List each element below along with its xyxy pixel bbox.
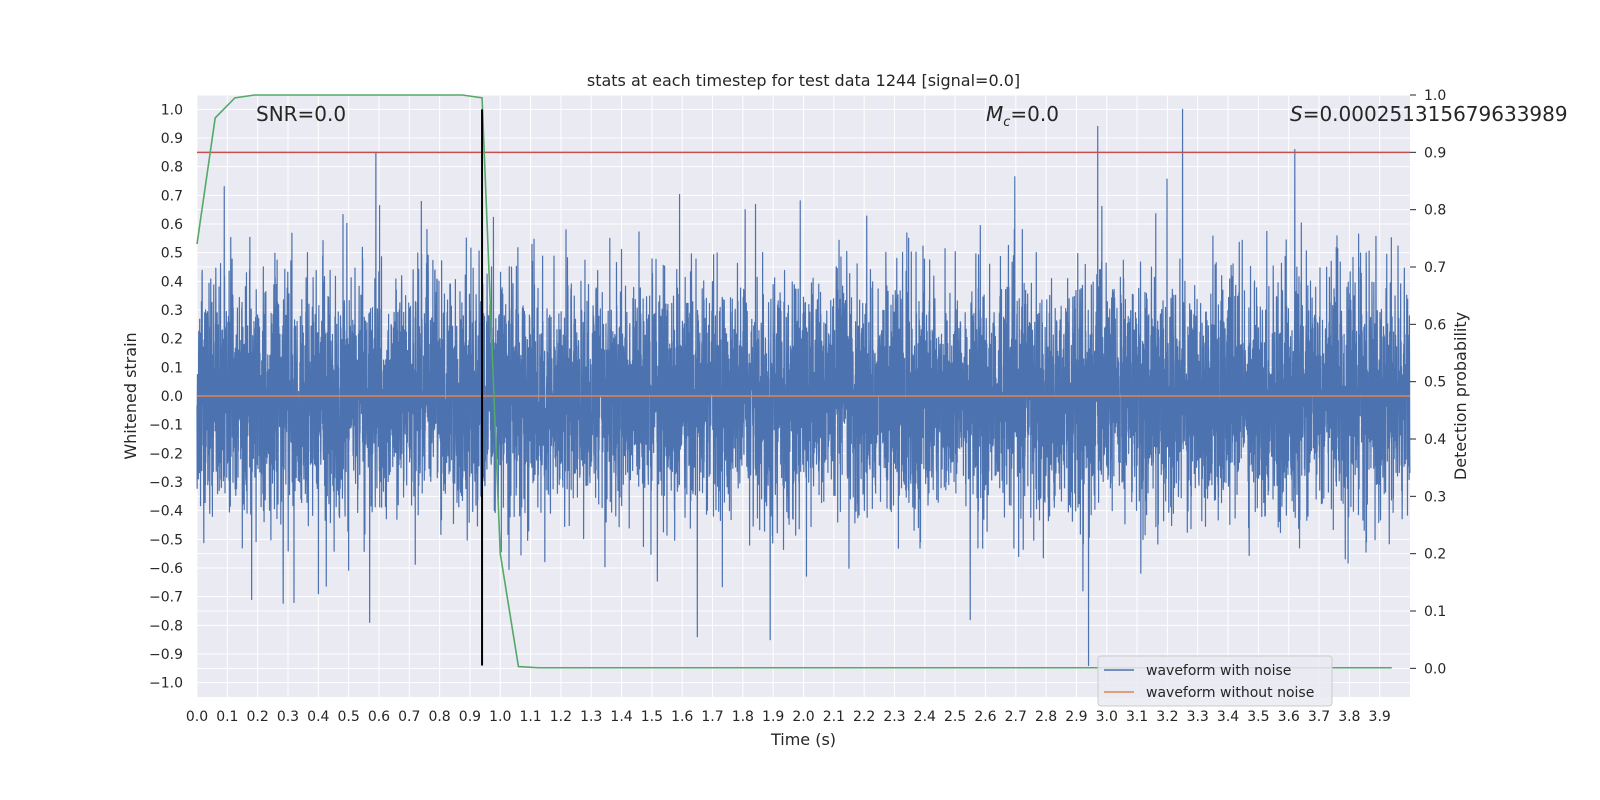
y2-tick-label: 0.3 [1424,489,1446,505]
x-tick-label: 0.8 [428,709,450,725]
y2-tick-label: 0.0 [1424,661,1446,677]
x-tick-label: 3.9 [1369,709,1391,725]
x-tick-label: 3.8 [1338,709,1360,725]
x-tick-label: 2.9 [1065,709,1087,725]
y2-tick-label: 0.8 [1424,203,1446,219]
x-tick-label: 3.1 [1126,709,1148,725]
y2-tick-label: 0.2 [1424,547,1446,563]
x-tick-label: 1.1 [519,709,541,725]
y-tick-label: 0.3 [161,303,183,319]
x-tick-label: 2.3 [883,709,905,725]
x-tick-label: 2.4 [914,709,936,725]
y-tick-label: 0.0 [161,389,183,405]
s-value: =0.000251315679633989 [1303,102,1568,126]
x-tick-label: 2.8 [1035,709,1057,725]
legend-label-without-noise: waveform without noise [1146,685,1314,701]
x-tick-label: 2.1 [823,709,845,725]
y-tick-label: −0.4 [149,504,183,520]
x-tick-label: 2.2 [853,709,875,725]
x-tick-label: 3.6 [1278,709,1300,725]
x-axis-label: Time (s) [770,730,836,749]
x-tick-label: 1.4 [610,709,632,725]
y-tick-label: 1.0 [161,102,183,118]
y-tick-labels: 1.0 0.9 0.8 0.7 0.6 0.5 0.4 0.3 0.2 0.1 0.0 −0.1 −0.… [149,102,183,691]
legend-box [1097,655,1333,707]
x-tick-label: 2.6 [974,709,996,725]
y2-tick-label: 0.4 [1424,432,1446,448]
x-tick-label: 1.0 [489,709,511,725]
y2-tick-label: 0.6 [1424,317,1446,333]
x-tick-label: 3.3 [1187,709,1209,725]
y-tick-label: −0.9 [149,647,183,663]
x-tick-label: 0.1 [216,709,238,725]
y-tick-label: 0.7 [161,188,183,204]
y2-tick-label: 0.1 [1424,604,1446,620]
y2-tick-label: 1.0 [1424,88,1446,104]
y2-tick-label: 0.5 [1424,375,1446,391]
x-tick-label: 1.8 [732,709,754,725]
y-tick-label: 0.2 [161,332,183,348]
x-tick-label: 2.0 [792,709,814,725]
y-tick-label: −0.2 [149,446,183,462]
x-tick-label: 0.2 [247,709,269,725]
chirp-mass-annotation: Mc=0.0 [986,102,1059,130]
series-waveform-with-noise [196,108,1411,667]
mc-value: =0.0 [1010,102,1059,126]
statistic-annotation: S=0.000251315679633989 [1290,102,1568,126]
y-tick-label: −0.8 [149,618,183,634]
x-tick-label: 0.9 [459,709,481,725]
x-tick-labels: 0.0 0.1 0.2 0.3 0.4 0.5 0.6 0.7 0.8 0.9 1.0 1.1 1.2 1… [186,709,1391,725]
x-tick-label: 0.5 [337,709,359,725]
x-tick-label: 3.4 [1217,709,1239,725]
y-tick-label: −0.6 [149,561,183,577]
y-tick-label: −0.3 [149,475,183,491]
y-tick-label: 0.6 [161,217,183,233]
x-tick-label: 0.3 [277,709,299,725]
x-tick-label: 0.7 [398,709,420,725]
s-symbol: S [1290,102,1303,126]
y2-axis-label: Detection probability [1451,312,1470,480]
legend-label-with-noise: waveform with noise [1146,663,1291,679]
y-tick-label: −0.7 [149,590,183,606]
x-tick-label: 3.2 [1156,709,1178,725]
y-tick-label: −0.1 [149,418,183,434]
mc-symbol: M [986,102,1003,126]
x-tick-label: 1.9 [762,709,784,725]
y-axis-label: Whitened strain [121,332,140,459]
x-tick-label: 2.7 [1005,709,1027,725]
y-tick-label: −1.0 [149,676,183,692]
y2-tick-labels: 1.0 0.9 0.8 0.7 0.6 0.5 0.4 0.3 0.2 0.1 0.0 [1410,88,1446,677]
y-tick-label: 0.5 [161,246,183,262]
x-tick-label: 0.6 [368,709,390,725]
y-tick-label: −0.5 [149,532,183,548]
series-detection-probability [196,94,1392,669]
x-tick-label: 1.5 [641,709,663,725]
y2-tick-label: 0.9 [1424,145,1446,161]
x-tick-label: 1.7 [701,709,723,725]
x-tick-label: 3.0 [1096,709,1118,725]
x-tick-label: 1.2 [550,709,572,725]
mc-subscript: c [1003,115,1010,130]
legend: waveform with noise waveform without noi… [1097,655,1333,707]
x-tick-label: 3.5 [1247,709,1269,725]
y-tick-label: 0.9 [161,131,183,147]
y-tick-label: 0.1 [161,360,183,376]
x-tick-label: 0.4 [307,709,329,725]
x-tick-label: 2.5 [944,709,966,725]
detection-probability-line [196,94,1392,669]
y2-tick-label: 0.7 [1424,260,1446,276]
y-tick-label: 0.8 [161,160,183,176]
y-tick-label: 0.4 [161,274,183,290]
x-tick-label: 1.6 [671,709,693,725]
chart-title: stats at each timestep for test data 124… [587,71,1020,90]
x-tick-label: 3.7 [1308,709,1330,725]
x-tick-label: 0.0 [186,709,208,725]
waveform-with-noise-line [196,108,1411,667]
x-tick-label: 1.3 [580,709,602,725]
snr-annotation: SNR=0.0 [256,102,346,126]
